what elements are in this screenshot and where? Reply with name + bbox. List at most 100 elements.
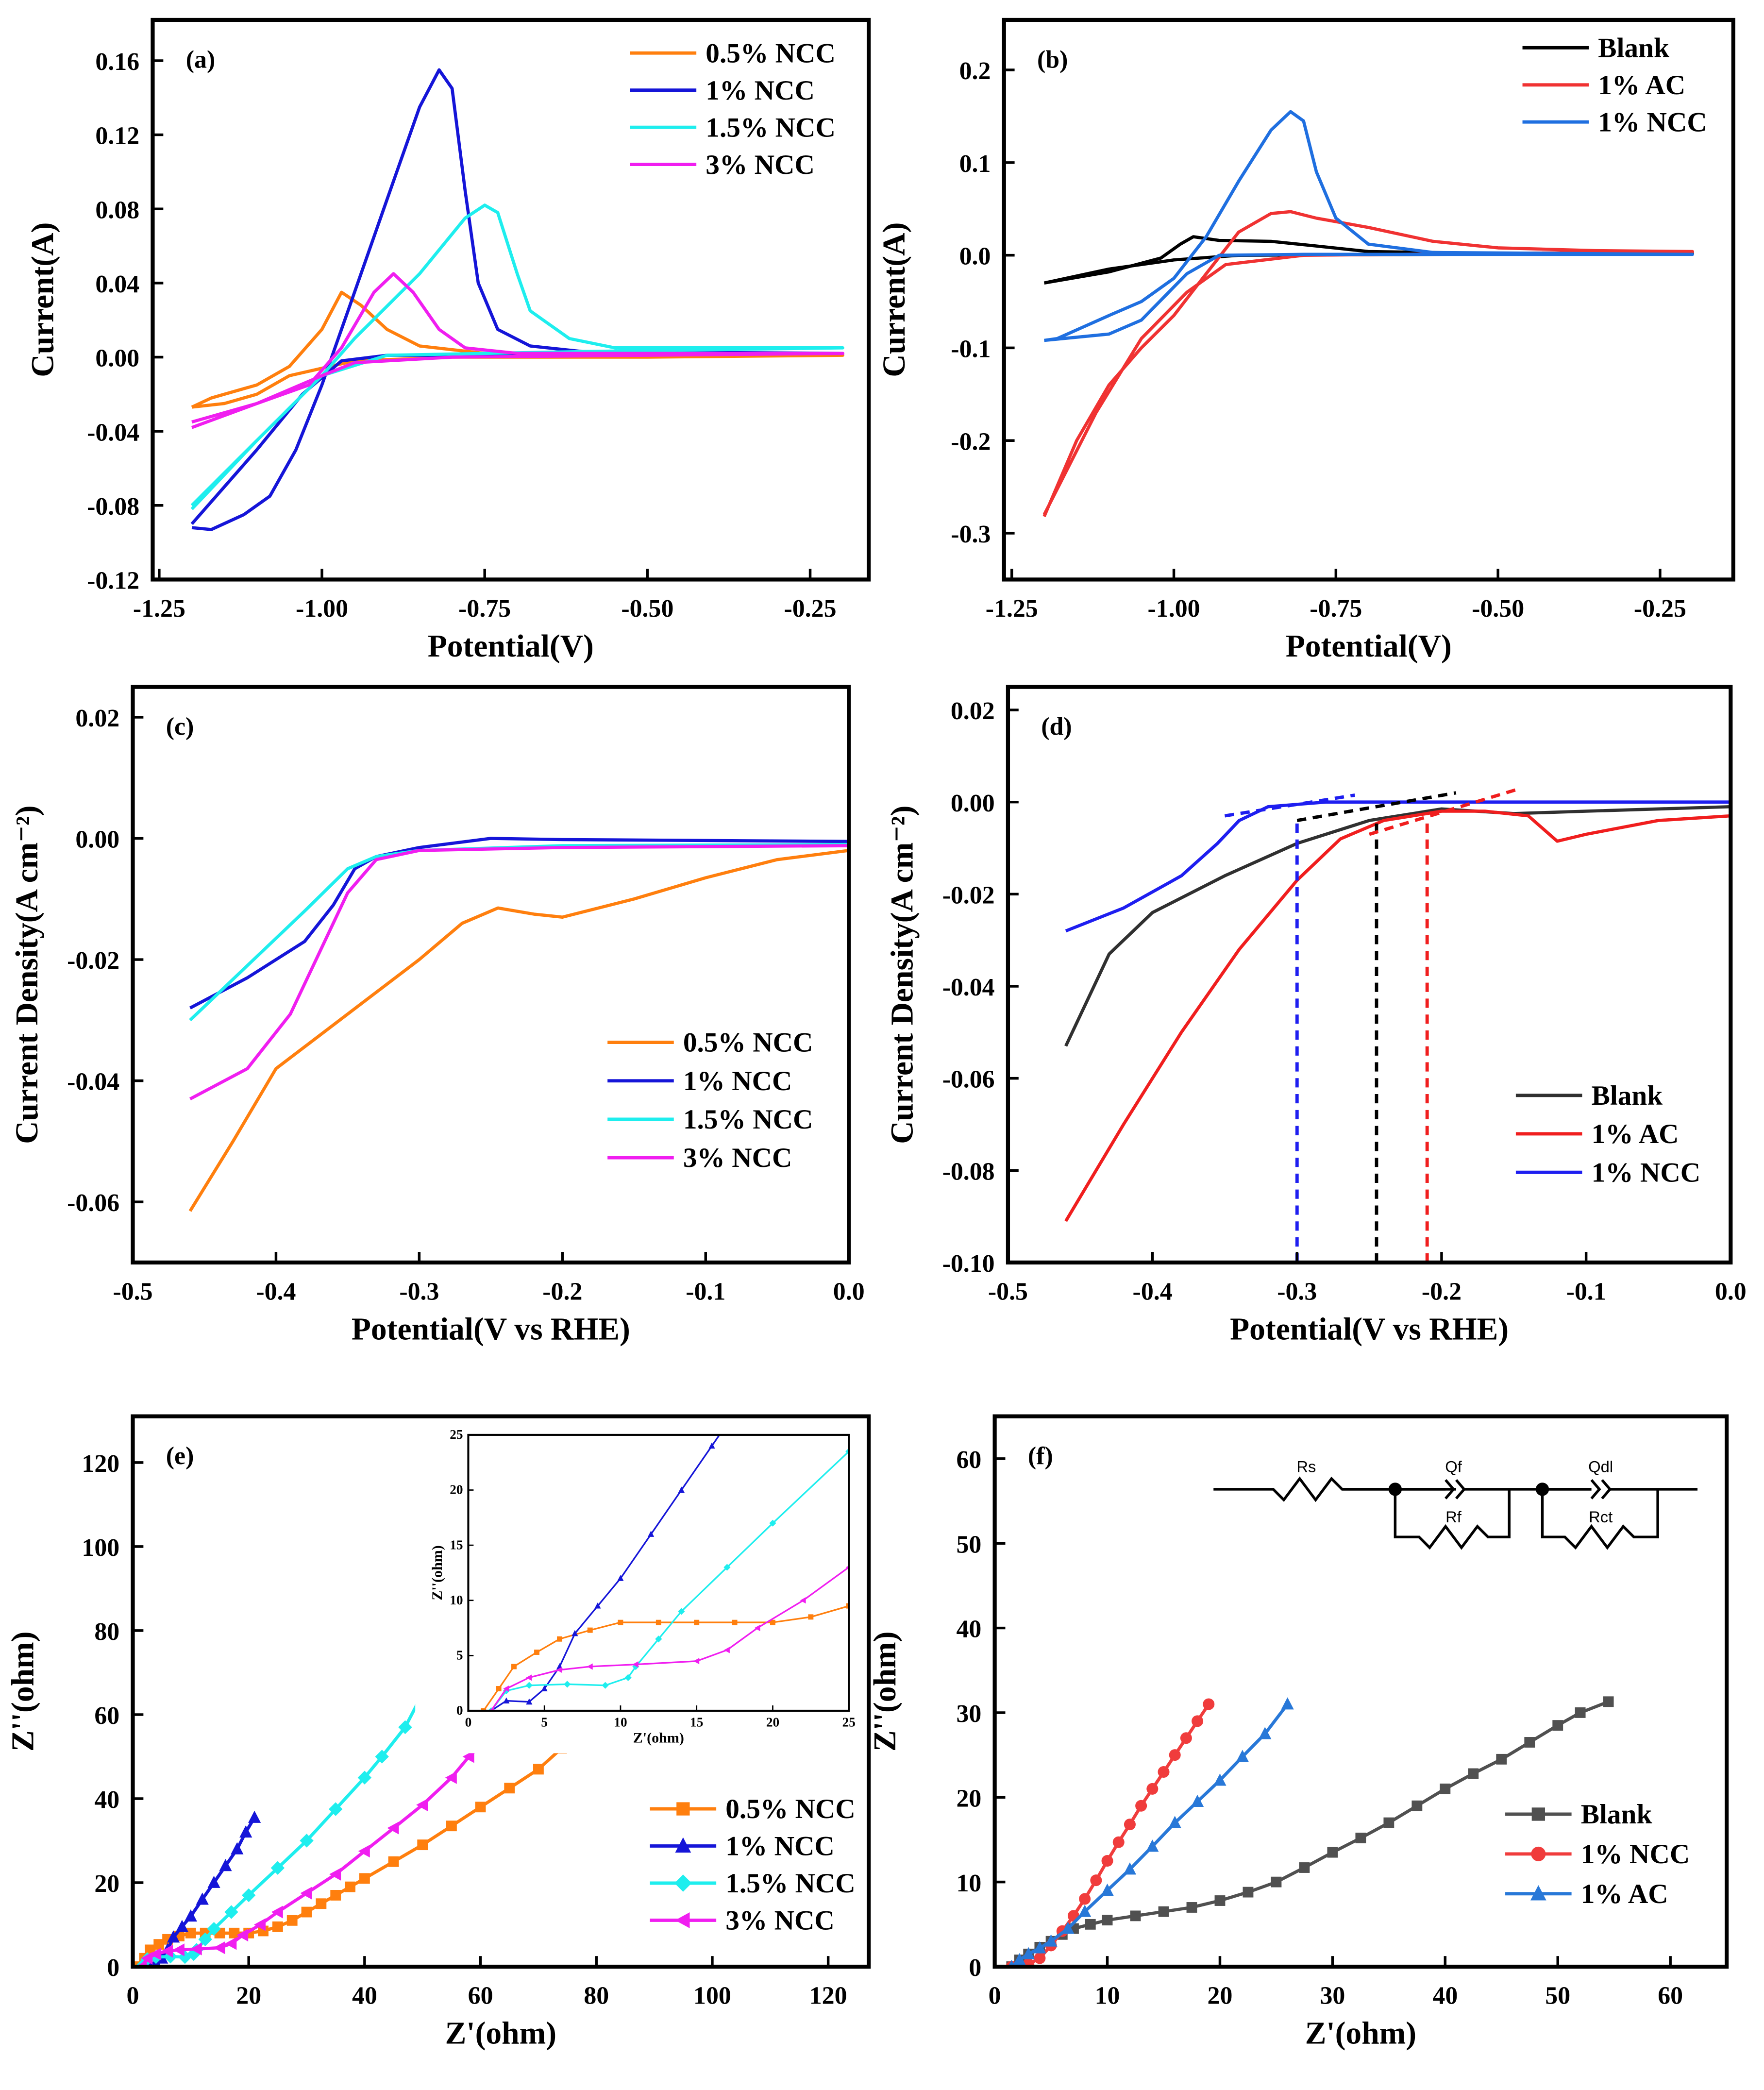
- marker-square: [1552, 1720, 1563, 1731]
- series-1-ncc: [190, 68, 844, 531]
- marker-square: [770, 1619, 775, 1625]
- marker-circle: [1023, 1958, 1035, 1967]
- x-axis-title: Z'(ohm): [633, 1730, 684, 1746]
- marker-square: [694, 1619, 700, 1625]
- marker-square: [475, 1802, 486, 1813]
- onset-guide: [1296, 791, 1457, 1263]
- marker-diamond: [329, 1802, 343, 1816]
- marker-square: [1151, 1432, 1156, 1437]
- marker-square: [1411, 1800, 1423, 1811]
- y-tick-label: -0.04: [942, 974, 995, 1001]
- marker-triangle-up: [1168, 1816, 1181, 1828]
- y-tick-label: 5: [456, 1648, 463, 1663]
- marker-triangle-up: [1123, 1862, 1137, 1875]
- x-axis-title: Potential(V vs RHE): [352, 1312, 630, 1347]
- legend-label: 1% AC: [1598, 70, 1685, 101]
- panel-label: (a): [186, 46, 216, 73]
- x-tick-label: 20: [766, 1715, 779, 1730]
- panel-label: (f): [1028, 1442, 1053, 1470]
- y-tick-label: 50: [956, 1531, 981, 1558]
- x-tick-label: 0: [465, 1715, 472, 1730]
- legend-label: 1% NCC: [683, 1066, 792, 1096]
- marker-square: [1468, 1768, 1479, 1779]
- y-axis-title: Current(A): [26, 222, 61, 377]
- marker-triangle-left: [161, 1944, 173, 1958]
- marker-circle: [1531, 1846, 1546, 1861]
- x-tick-label: -0.2: [1422, 1278, 1462, 1305]
- series-line: [1042, 210, 1694, 517]
- marker-diamond: [769, 1519, 776, 1527]
- marker-triangle-up: [248, 1810, 261, 1823]
- y-axis-title: Current(A): [877, 222, 912, 377]
- y-tick-label: -0.04: [87, 419, 139, 446]
- marker-square: [1653, 1046, 1658, 1051]
- marker-triangle-left: [358, 1844, 370, 1858]
- legend-label: Blank: [1598, 33, 1669, 63]
- y-tick-label: 100: [82, 1534, 119, 1562]
- series-group: [188, 837, 849, 1212]
- y-tick-label: -0.02: [67, 947, 119, 975]
- x-tick-label: -1.25: [986, 595, 1038, 623]
- marker-square: [1603, 1696, 1614, 1707]
- circuit-node: [1388, 1483, 1402, 1496]
- marker-square: [1102, 1915, 1113, 1926]
- x-tick-label: -0.3: [399, 1278, 439, 1305]
- marker-square: [1575, 1707, 1586, 1718]
- series-line: [483, 1605, 849, 1711]
- marker-square: [359, 1873, 370, 1884]
- x-tick-label: -1.00: [1148, 595, 1200, 623]
- equivalent-circuit: Rs Qf Rf Qdl Rct: [1213, 1457, 1698, 1550]
- marker-triangle-left: [462, 1750, 474, 1763]
- series-line: [190, 68, 844, 531]
- series-0-5-ncc: [188, 849, 849, 1212]
- resistor-rct: [1541, 1489, 1659, 1550]
- cpe-qdl: [1601, 1479, 1612, 1500]
- marker-triangle-left: [387, 1821, 399, 1835]
- marker-square: [1455, 1239, 1461, 1245]
- marker-square: [1531, 1807, 1545, 1821]
- y-tick-label: -0.12: [87, 567, 139, 595]
- marker-square: [330, 1890, 341, 1901]
- legend-label: 0.5% NCC: [706, 38, 836, 68]
- panel-label: (e): [166, 1442, 194, 1470]
- marker-triangle-left: [213, 1941, 225, 1955]
- series-3-ncc: [135, 1733, 492, 1967]
- onset-guide: [1369, 786, 1522, 1263]
- marker-triangle-left: [329, 1868, 341, 1881]
- marker-square: [504, 1783, 515, 1794]
- plot-frame: [467, 1433, 850, 1712]
- x-tick-label: 50: [1545, 1982, 1570, 2009]
- y-tick-label: 10: [450, 1593, 463, 1607]
- x-tick-label: -0.1: [686, 1278, 725, 1305]
- marker-triangle-up: [708, 1442, 715, 1449]
- marker-triangle-left: [236, 1929, 249, 1942]
- marker-triangle-left: [253, 1918, 266, 1931]
- marker-triangle-left: [1302, 1211, 1308, 1217]
- circuit-label: Rf: [1445, 1508, 1462, 1526]
- series-1-ac: [1064, 809, 1731, 1222]
- marker-triangle-up: [571, 1630, 578, 1636]
- x-tick-label: 60: [468, 1982, 493, 2009]
- series-1-ac: [1008, 1697, 1294, 1967]
- marker-circle: [1180, 1732, 1192, 1744]
- marker-square: [1243, 1887, 1254, 1898]
- series-1-ncc: [189, 837, 849, 1010]
- marker-square: [301, 1906, 312, 1918]
- marker-diamond: [922, 1376, 928, 1383]
- marker-square: [1355, 1833, 1366, 1843]
- x-tick-label: -0.50: [621, 595, 673, 623]
- marker-triangle-left: [693, 1658, 700, 1665]
- legend-label: 3% NCC: [706, 150, 815, 180]
- marker-triangle-up: [184, 1909, 197, 1922]
- series-line: [190, 203, 844, 510]
- panel-a: -1.25 -1.00 -0.75 -0.50 -0.25 -0.12 -0.08 -0.04…: [26, 17, 871, 664]
- marker-triangle-up: [1061, 1921, 1075, 1934]
- legend-label: 1% AC: [1592, 1119, 1679, 1149]
- circuit-label: Qf: [1445, 1457, 1462, 1475]
- legend-label: 1.5% NCC: [725, 1868, 856, 1899]
- marker-circle: [1135, 1800, 1147, 1812]
- y-tick-label: -0.02: [942, 881, 995, 909]
- plot-frame: [131, 685, 851, 1264]
- series-line: [490, 1434, 721, 1711]
- marker-triangle-up: [1022, 1947, 1035, 1959]
